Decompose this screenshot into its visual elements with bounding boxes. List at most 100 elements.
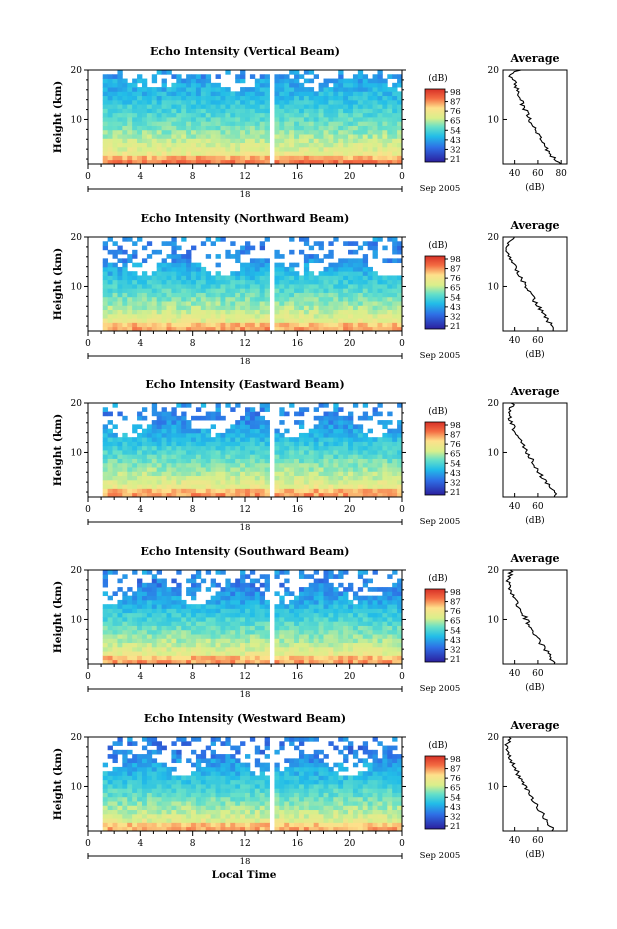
heatmap-cell xyxy=(117,288,123,293)
heatmap-cell xyxy=(274,108,280,114)
colorbar-tick-label: 21 xyxy=(450,488,461,498)
heatmap-cell xyxy=(215,301,221,306)
heatmap-cell xyxy=(195,625,202,631)
heatmap-cell xyxy=(186,275,192,281)
heatmap-cell xyxy=(308,245,315,251)
heatmap-cell xyxy=(220,475,226,481)
heatmap-cell xyxy=(151,146,158,152)
heatmap-cell xyxy=(235,74,241,79)
heatmap-cell xyxy=(392,617,398,622)
heatmap-cell xyxy=(313,642,319,648)
heatmap-cell xyxy=(186,284,192,289)
heatmap-cell xyxy=(225,284,231,289)
heatmap-cell xyxy=(171,117,177,122)
heatmap-cell xyxy=(117,492,123,498)
heatmap-cell xyxy=(107,771,113,776)
heatmap-cell xyxy=(382,599,388,605)
heatmap-cell xyxy=(161,305,167,311)
heatmap-cell xyxy=(372,117,378,122)
heatmap-cell xyxy=(240,249,246,255)
heatmap-cell xyxy=(215,146,221,152)
heatmap-cell xyxy=(264,587,270,592)
heatmap-cell xyxy=(348,424,354,430)
heatmap-cell xyxy=(181,484,187,489)
heatmap-cell xyxy=(230,254,236,259)
heatmap-cell xyxy=(200,142,207,148)
heatmap-cell xyxy=(176,318,182,323)
heatmap-cell xyxy=(387,142,393,148)
heatmap-cell xyxy=(117,788,123,793)
heatmap-cell xyxy=(264,146,270,152)
heatmap-cell xyxy=(377,87,383,92)
heatmap-cell xyxy=(151,138,158,144)
heatmap-cell xyxy=(264,108,270,114)
heatmap-cell xyxy=(392,129,398,135)
heatmap-cell xyxy=(333,638,339,644)
heatmap-cell xyxy=(132,488,138,494)
heatmap-cell xyxy=(112,95,118,101)
heatmap-cell xyxy=(230,151,236,156)
heatmap-cell xyxy=(348,82,354,88)
heatmap-cell xyxy=(181,258,187,264)
heatmap-cell xyxy=(171,479,177,485)
heatmap-cell xyxy=(328,326,334,332)
heatmap-cell xyxy=(156,249,162,255)
heatmap-cell xyxy=(176,638,182,644)
heatmap-cell xyxy=(225,292,231,298)
heatmap-cell xyxy=(235,129,241,135)
heatmap-cell xyxy=(205,612,212,618)
heatmap-cell xyxy=(137,651,143,656)
heatmap-cell xyxy=(279,479,285,485)
heatmap-cell xyxy=(191,484,197,489)
heatmap-cell xyxy=(264,475,270,481)
heatmap-cell xyxy=(235,112,241,118)
heatmap-cell xyxy=(112,608,118,614)
heatmap-cell xyxy=(156,146,162,152)
heatmap-cell xyxy=(323,108,329,114)
heatmap-cell xyxy=(225,279,231,285)
heatmap-cell xyxy=(117,134,123,139)
heatmap-cell xyxy=(372,599,378,605)
heatmap-cell xyxy=(323,432,329,438)
heatmap-cell xyxy=(151,608,158,614)
heatmap-cell xyxy=(156,432,162,438)
heatmap-cell xyxy=(122,574,128,579)
heatmap-cell xyxy=(225,484,231,489)
heatmap-cell xyxy=(367,625,373,631)
heatmap-cell xyxy=(171,591,177,597)
heatmap-cell xyxy=(289,655,295,661)
heatmap-cell xyxy=(137,638,143,644)
heatmap-cell xyxy=(141,617,148,622)
heatmap-cell xyxy=(215,437,221,442)
heatmap-cell xyxy=(171,428,177,434)
heatmap-cell xyxy=(392,146,398,152)
heatmap-cell xyxy=(249,245,256,251)
heatmap-cell xyxy=(377,651,383,656)
heatmap-cell xyxy=(127,788,133,793)
heatmap-cell xyxy=(392,108,398,114)
heatmap-cell xyxy=(107,313,113,319)
heatmap xyxy=(102,570,403,665)
colorbar-title: (dB) xyxy=(428,406,447,417)
heatmap-cell xyxy=(259,301,266,306)
heatmap-cell xyxy=(303,604,310,609)
heatmap-cell xyxy=(264,492,270,498)
heatmap-cell xyxy=(274,634,280,639)
heatmap-cell xyxy=(112,475,118,481)
heatmap-cell xyxy=(230,108,236,114)
heatmap-cell xyxy=(171,87,177,92)
heatmap-cell xyxy=(122,87,128,92)
heatmap-cell xyxy=(171,437,177,442)
heatmap-cell xyxy=(333,629,339,635)
heatmap-cell xyxy=(328,91,334,97)
heatmap-cell xyxy=(357,570,364,575)
heatmap-cell xyxy=(338,646,344,652)
heatmap-cell xyxy=(235,159,241,165)
heatmap-cell xyxy=(313,99,319,105)
heatmap-cell xyxy=(328,595,334,601)
heatmap-cell xyxy=(181,424,187,430)
heatmap-cell xyxy=(333,591,339,597)
heatmap-cell xyxy=(151,655,158,661)
heatmap-cell xyxy=(313,445,319,451)
heatmap-cell xyxy=(348,301,354,306)
